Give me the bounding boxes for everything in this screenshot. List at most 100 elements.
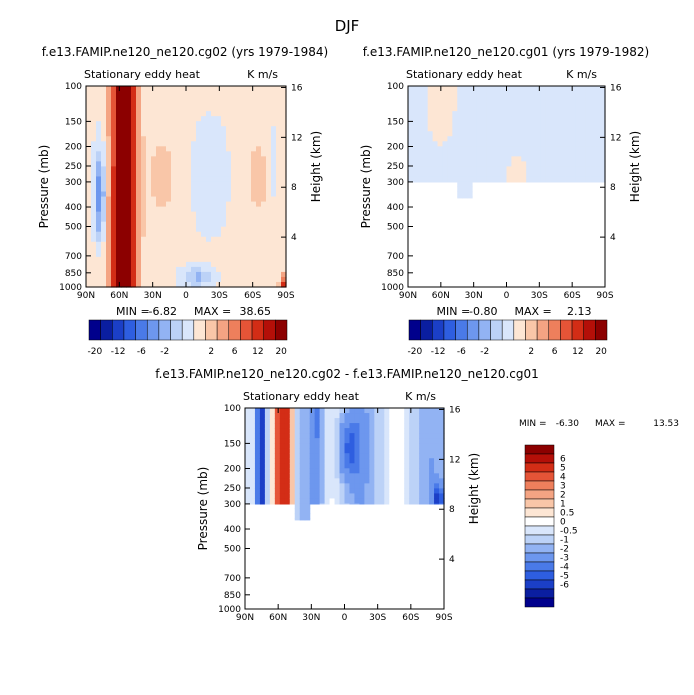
field-cell xyxy=(246,121,252,127)
field-cell xyxy=(496,171,503,178)
field-cell xyxy=(106,126,112,132)
field-cell xyxy=(216,211,222,218)
field-cell xyxy=(432,176,439,183)
field-cell xyxy=(254,458,261,464)
field-cell xyxy=(281,166,287,173)
field-cell xyxy=(249,448,256,454)
field-cell xyxy=(156,281,162,288)
field-cell xyxy=(442,116,448,122)
field-cell xyxy=(216,276,222,283)
field-cell xyxy=(575,126,581,132)
field-cell xyxy=(271,161,277,167)
field-cell xyxy=(231,156,237,162)
field-cell xyxy=(231,91,237,97)
field-cell xyxy=(424,458,430,464)
field-cell xyxy=(264,478,271,484)
field-cell xyxy=(281,206,287,213)
field-cell xyxy=(151,261,157,268)
field-cell xyxy=(211,256,217,263)
field-cell xyxy=(334,423,341,429)
field-cell xyxy=(96,226,102,233)
field-cell xyxy=(457,106,463,112)
field-cell xyxy=(281,106,287,112)
field-cell xyxy=(191,201,197,208)
field-cell xyxy=(304,448,311,454)
colorbar-swatch xyxy=(524,552,555,563)
field-cell xyxy=(526,146,532,152)
field-cell xyxy=(261,236,267,243)
field-cell xyxy=(246,241,252,248)
field-cell xyxy=(565,146,572,152)
field-cell xyxy=(261,196,267,203)
field-cell xyxy=(96,126,102,132)
field-cell xyxy=(236,256,242,263)
field-cell xyxy=(432,131,439,137)
field-cell xyxy=(531,156,537,162)
field-cell xyxy=(404,423,410,429)
field-cell xyxy=(414,428,420,434)
field-cell xyxy=(284,408,291,414)
field-cell xyxy=(424,488,430,495)
field-cell xyxy=(146,271,152,278)
field-cell xyxy=(565,141,572,147)
field-cell xyxy=(266,191,272,198)
colorbar-label: -6 xyxy=(560,581,569,591)
field-cell xyxy=(590,171,596,178)
field-cell xyxy=(486,101,493,107)
field-cell xyxy=(196,121,202,127)
field-cell xyxy=(422,131,429,137)
field-cell xyxy=(246,261,252,268)
field-cell xyxy=(231,121,237,127)
field-cell xyxy=(274,408,281,414)
field-cell xyxy=(339,468,346,474)
field-cell xyxy=(126,111,132,117)
field-cell xyxy=(481,156,488,162)
field-cell xyxy=(384,483,390,489)
field-cell xyxy=(96,131,102,137)
field-cell xyxy=(261,126,267,132)
field-cell xyxy=(86,96,92,102)
field-cell xyxy=(294,463,301,469)
field-cell xyxy=(452,161,458,167)
field-cell xyxy=(161,106,167,112)
height-tick-label: 16 xyxy=(449,405,461,415)
field-cell xyxy=(226,236,232,243)
field-cell xyxy=(261,231,267,238)
field-cell xyxy=(246,211,252,218)
field-cell xyxy=(221,131,227,137)
field-cell xyxy=(414,503,420,505)
field-cell xyxy=(384,463,390,469)
field-cell xyxy=(86,131,92,137)
field-cell xyxy=(254,418,261,424)
field-cell xyxy=(196,221,202,228)
field-cell xyxy=(241,131,247,137)
field-cell xyxy=(231,181,237,188)
field-cell xyxy=(329,458,336,464)
field-cell xyxy=(476,136,483,142)
field-cell xyxy=(91,141,97,147)
field-cell xyxy=(408,126,414,132)
field-cell xyxy=(289,448,296,454)
field-cell xyxy=(299,423,306,429)
field-cell xyxy=(121,181,127,188)
field-cell xyxy=(329,453,336,459)
field-cell xyxy=(266,216,272,223)
field-cell xyxy=(101,261,107,268)
field-cell xyxy=(156,111,162,117)
field-cell xyxy=(344,413,351,419)
field-cell xyxy=(496,126,503,132)
x-tick-label: 0 xyxy=(183,291,189,301)
field-cell xyxy=(521,176,527,183)
field-cell xyxy=(545,146,552,152)
x-tick-label: 90N xyxy=(236,613,254,623)
field-cell xyxy=(506,111,513,117)
y-tick-label: 300 xyxy=(224,500,241,510)
field-cell xyxy=(111,91,117,97)
field-cell xyxy=(314,478,321,484)
field-cell xyxy=(151,236,157,243)
field-cell xyxy=(254,448,261,454)
y-tick-label: 700 xyxy=(224,574,241,584)
field-cell xyxy=(191,216,197,223)
field-cell xyxy=(481,121,488,127)
field-cell xyxy=(121,281,127,288)
